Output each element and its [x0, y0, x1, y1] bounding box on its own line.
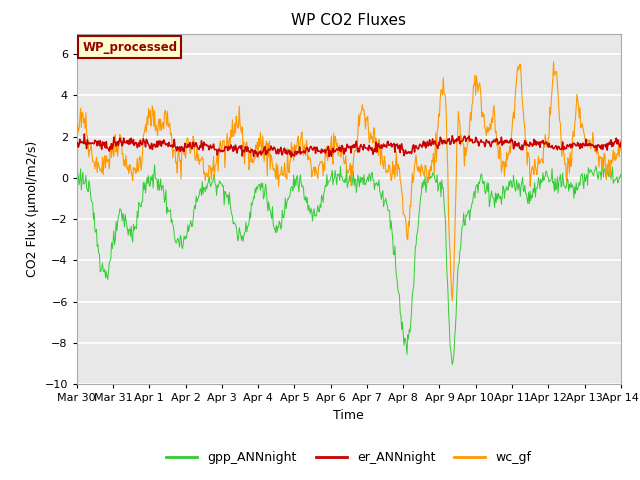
X-axis label: Time: Time [333, 408, 364, 421]
Title: WP CO2 Fluxes: WP CO2 Fluxes [291, 13, 406, 28]
Text: WP_processed: WP_processed [82, 41, 177, 54]
Y-axis label: CO2 Flux (μmol/m2/s): CO2 Flux (μmol/m2/s) [26, 141, 39, 277]
Legend: gpp_ANNnight, er_ANNnight, wc_gf: gpp_ANNnight, er_ANNnight, wc_gf [161, 446, 536, 469]
